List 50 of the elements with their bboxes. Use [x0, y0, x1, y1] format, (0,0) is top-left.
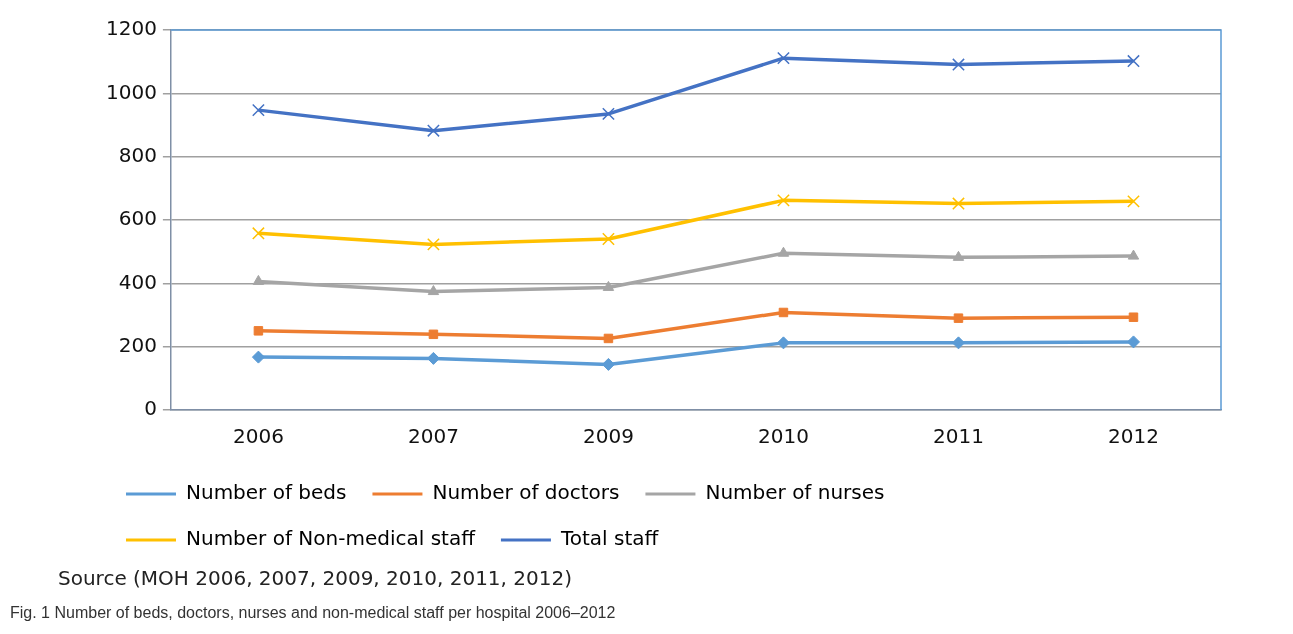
point — [1126, 335, 1140, 349]
caption: Fig. 1 Number of beds, doctors, nurses and non-medical staff per hospital 2006–2012 — [10, 604, 616, 622]
point — [427, 237, 440, 251]
x-tick-label: 2011 — [933, 424, 984, 449]
y-tick-label: 400 — [118, 269, 157, 294]
point — [1127, 194, 1140, 208]
point — [602, 232, 615, 246]
point — [952, 58, 965, 71]
point — [777, 246, 790, 257]
point — [1128, 312, 1139, 322]
point — [1127, 249, 1140, 260]
point — [777, 193, 790, 207]
y-tick-label: 800 — [118, 142, 157, 167]
point — [426, 351, 440, 365]
point — [602, 107, 615, 121]
point — [1127, 54, 1140, 68]
point — [603, 333, 614, 344]
y-tick-label: 200 — [118, 332, 157, 357]
legend-label: Number of doctors — [432, 480, 620, 505]
point — [427, 285, 440, 296]
x-tick-label: 2009 — [582, 424, 634, 449]
point — [602, 280, 615, 291]
point — [252, 226, 265, 240]
legend-label: Number of Non-medical staff — [186, 526, 477, 551]
point — [428, 329, 439, 340]
point — [952, 197, 965, 210]
y-tick-label: 0 — [144, 396, 157, 421]
y-tick-label: 600 — [118, 206, 157, 231]
point — [251, 350, 265, 364]
point — [253, 326, 264, 336]
point — [252, 274, 265, 285]
point — [601, 357, 615, 371]
point — [777, 51, 790, 65]
point — [776, 336, 790, 350]
source-note: Source (MOH 2006, 2007, 2009, 2010, 2011, 2012) — [58, 566, 573, 590]
legend-label: Number of nurses — [705, 480, 885, 505]
point — [953, 313, 964, 323]
x-tick-label: 2007 — [407, 424, 459, 449]
point — [778, 307, 789, 318]
y-tick-label: 1200 — [105, 16, 157, 41]
x-tick-label: 2010 — [758, 424, 809, 449]
point — [427, 124, 440, 138]
legend-label: Total staff — [559, 526, 660, 551]
point — [252, 103, 265, 117]
point — [951, 336, 965, 350]
legend-label: Number of beds — [186, 480, 347, 505]
x-tick-label: 2006 — [232, 424, 284, 449]
x-tick-label: 2012 — [1108, 424, 1159, 449]
point — [952, 250, 965, 261]
y-tick-label: 1000 — [105, 79, 157, 104]
